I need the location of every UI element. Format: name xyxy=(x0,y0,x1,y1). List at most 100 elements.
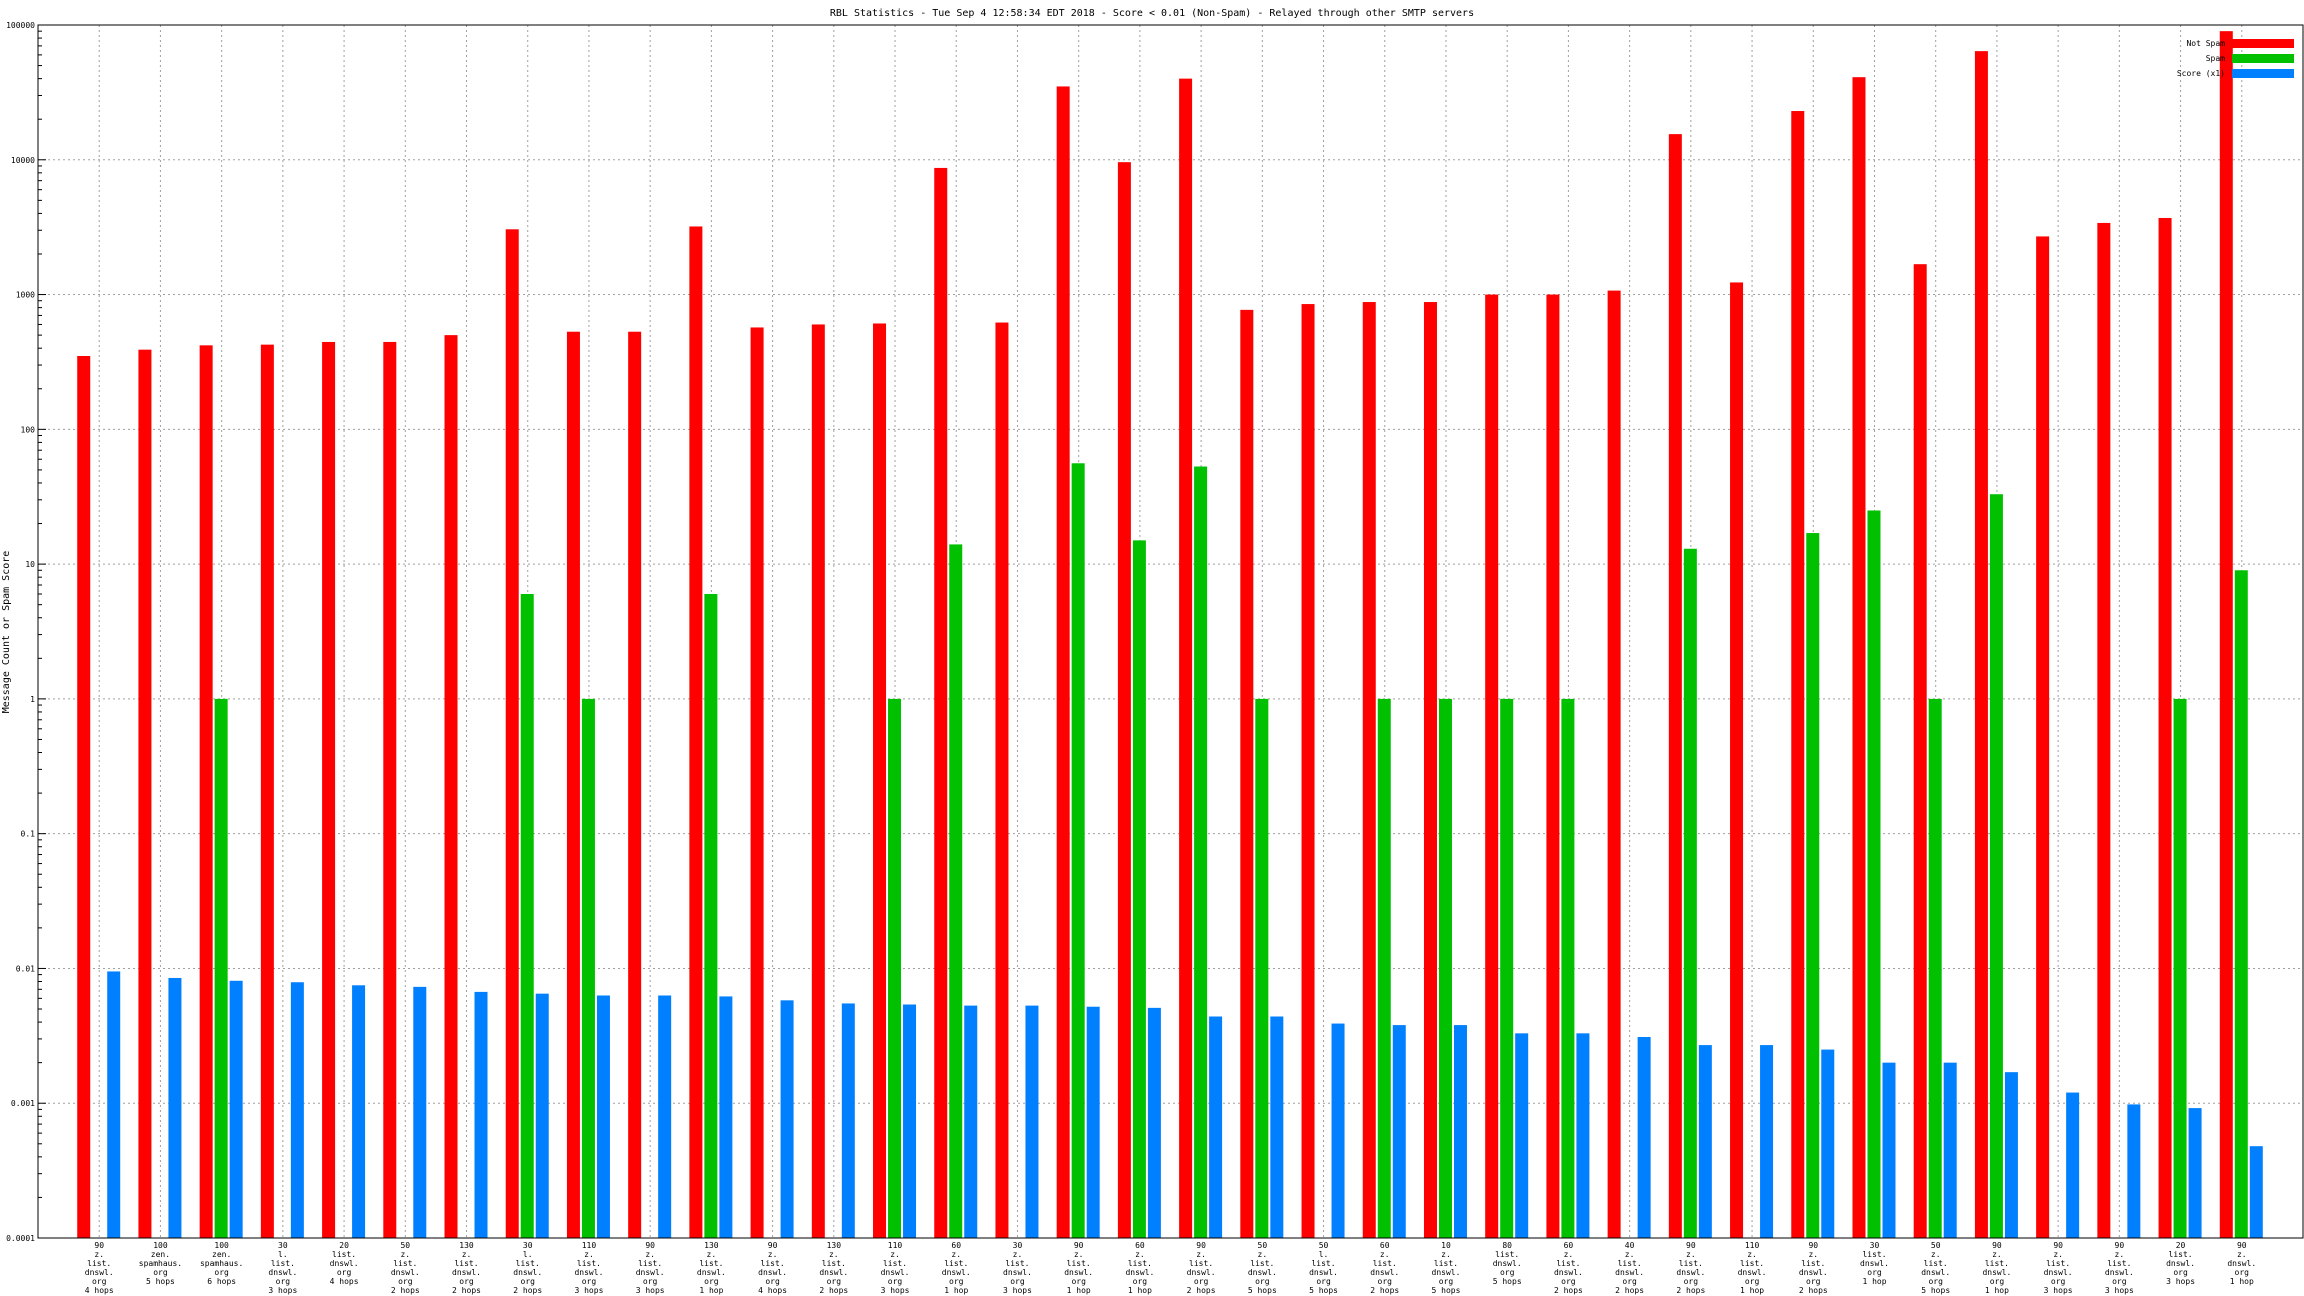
x-tick-label-line: list. xyxy=(1189,1259,1213,1268)
bars xyxy=(77,31,2263,1239)
x-tick-label-line: list. xyxy=(1128,1259,1152,1268)
x-tick-label-line: 50 xyxy=(1319,1241,1329,1250)
x-tick-label-line: 100 xyxy=(214,1241,229,1250)
x-tick-label: 30 l. list. dnswl. org 2 hops xyxy=(513,1241,542,1295)
x-tick-label-line: org xyxy=(2173,1268,2188,1277)
x-tick-label-line: org xyxy=(704,1277,719,1286)
x-tick-label-line: 4 hops xyxy=(85,1286,114,1295)
x-tick-label-line: 30 xyxy=(278,1241,288,1250)
x-tick-label-line: z. xyxy=(94,1250,104,1259)
x-tick-label-line: 1 hop xyxy=(1862,1277,1886,1286)
x-tick-label-line: 130 xyxy=(704,1241,719,1250)
x-tick-label: 90 z. dnswl. org 1 hop xyxy=(2227,1241,2256,1286)
x-tick-label-line: 30 xyxy=(523,1241,533,1250)
x-tick-label-line: list. xyxy=(883,1259,907,1268)
y-axis-label: Message Count or Spam Score xyxy=(1,551,12,714)
bar-score-x1 xyxy=(535,993,549,1238)
x-tick-label-line: dnswl. xyxy=(85,1268,114,1277)
x-tick-label-line: dnswl. xyxy=(268,1268,297,1277)
x-tick-label-line: org xyxy=(1867,1268,1882,1277)
x-tick-label: 90 z. list. dnswl. org 4 hops xyxy=(758,1241,787,1295)
bar-spam xyxy=(1806,533,1820,1238)
x-tick-label-line: org xyxy=(1316,1277,1331,1286)
x-tick-label-line: dnswl. xyxy=(636,1268,665,1277)
x-tick-label-line: z. xyxy=(2053,1250,2063,1259)
x-tick-label-line: org xyxy=(827,1277,842,1286)
bar-spam xyxy=(1132,540,1146,1238)
x-tick-label-line: dnswl. xyxy=(1493,1259,1522,1268)
x-tick-label: 50 z. list. dnswl. org 2 hops xyxy=(391,1241,420,1295)
bar-not-spam xyxy=(1546,294,1560,1238)
x-tick-label-line: org xyxy=(1806,1277,1821,1286)
bar-not-spam xyxy=(2158,217,2172,1238)
x-tick-label-line: 2 hops xyxy=(1370,1286,1399,1295)
bar-spam xyxy=(214,698,228,1238)
x-tick-label-line: 60 xyxy=(951,1241,961,1250)
x-tick-label-line: z. xyxy=(462,1250,472,1259)
x-tick-label: 100 zen. spamhaus. org 6 hops xyxy=(200,1241,243,1286)
x-tick-label-line: dnswl. xyxy=(1921,1268,1950,1277)
x-tick-label: 30 list. dnswl. org 1 hop xyxy=(1860,1241,1889,1286)
bar-not-spam xyxy=(873,323,887,1239)
x-tick-label: 30 z. list. dnswl. org 3 hops xyxy=(1003,1241,1032,1295)
bar-not-spam xyxy=(1423,302,1437,1238)
x-tick-label-line: list. xyxy=(1801,1259,1825,1268)
x-tick-label-line: z. xyxy=(951,1250,961,1259)
x-tick-label-line: dnswl. xyxy=(758,1268,787,1277)
x-tick-label-line: 90 xyxy=(94,1241,104,1250)
x-tick-label-line: 10 xyxy=(1441,1241,1451,1250)
x-tick-label: 90 z. list. dnswl. org 2 hops xyxy=(1676,1241,1705,1295)
x-tick-label-line: 110 xyxy=(888,1241,903,1250)
x-tick-label-line: z. xyxy=(1135,1250,1145,1259)
bar-score-x1 xyxy=(1331,1023,1345,1238)
bar-spam xyxy=(1194,466,1208,1238)
x-tick-label-line: dnswl. xyxy=(1003,1268,1032,1277)
x-tick-label-line: 90 xyxy=(1808,1241,1818,1250)
x-tick-label-line: 2 hops xyxy=(452,1286,481,1295)
x-tick-label-line: org xyxy=(1255,1277,1270,1286)
plot-frame xyxy=(37,24,2304,1239)
bar-not-spam xyxy=(1485,294,1499,1238)
x-tick-label-line: z. xyxy=(1747,1250,1757,1259)
x-tick-label-line: dnswl. xyxy=(330,1259,359,1268)
x-tick-label-line: 20 xyxy=(339,1241,349,1250)
bar-score-x1 xyxy=(290,982,304,1238)
x-tick-label-line: 110 xyxy=(1745,1241,1760,1250)
x-tick-label-line: list. xyxy=(1862,1250,1886,1259)
x-tick-label-line: 90 xyxy=(2115,1241,2125,1250)
x-tick-label-line: 90 xyxy=(1074,1241,1084,1250)
x-tick-label-line: list. xyxy=(944,1259,968,1268)
x-tick-label-line: org xyxy=(337,1268,352,1277)
x-tick-label-line: dnswl. xyxy=(2044,1268,2073,1277)
y-tick-label: 10000 xyxy=(11,156,35,165)
x-tick-label-line: 90 xyxy=(2053,1241,2063,1250)
bar-score-x1 xyxy=(2249,1146,2263,1238)
bar-spam xyxy=(520,594,534,1238)
bar-not-spam xyxy=(1301,304,1315,1238)
bar-score-x1 xyxy=(1698,1045,1712,1238)
bar-score-x1 xyxy=(903,1004,917,1238)
x-tick-label-line: 60 xyxy=(1380,1241,1390,1250)
x-tick-label: 50 z. list. dnswl. org 5 hops xyxy=(1921,1241,1950,1295)
x-tick-label-line: list. xyxy=(1434,1259,1458,1268)
x-tick-label-line: org xyxy=(398,1277,413,1286)
x-tick-label-line: org xyxy=(1500,1268,1515,1277)
x-tick-label-line: org xyxy=(92,1277,107,1286)
bar-not-spam xyxy=(750,327,764,1238)
x-tick-label-line: 50 xyxy=(1931,1241,1941,1250)
y-tick-label: 1 xyxy=(30,695,35,704)
bar-not-spam xyxy=(2097,222,2111,1238)
x-tick-label-line: dnswl. xyxy=(819,1268,848,1277)
x-tick-label-line: org xyxy=(1745,1277,1760,1286)
x-tick-label: 30 l. list. dnswl. org 3 hops xyxy=(268,1241,297,1295)
bar-not-spam xyxy=(77,356,91,1238)
bar-score-x1 xyxy=(658,995,672,1238)
x-tick-label: 90 z. list. dnswl. org 3 hops xyxy=(2105,1241,2134,1295)
legend: Not Spam Spam Score (x1) xyxy=(2177,39,2294,78)
x-tick-label-line: 5 hops xyxy=(1921,1286,1950,1295)
x-tick-label-line: dnswl. xyxy=(391,1268,420,1277)
x-tick-label-line: list. xyxy=(1618,1259,1642,1268)
legend-swatch xyxy=(2232,54,2294,63)
x-tick-label-line: 80 xyxy=(1502,1241,1512,1250)
